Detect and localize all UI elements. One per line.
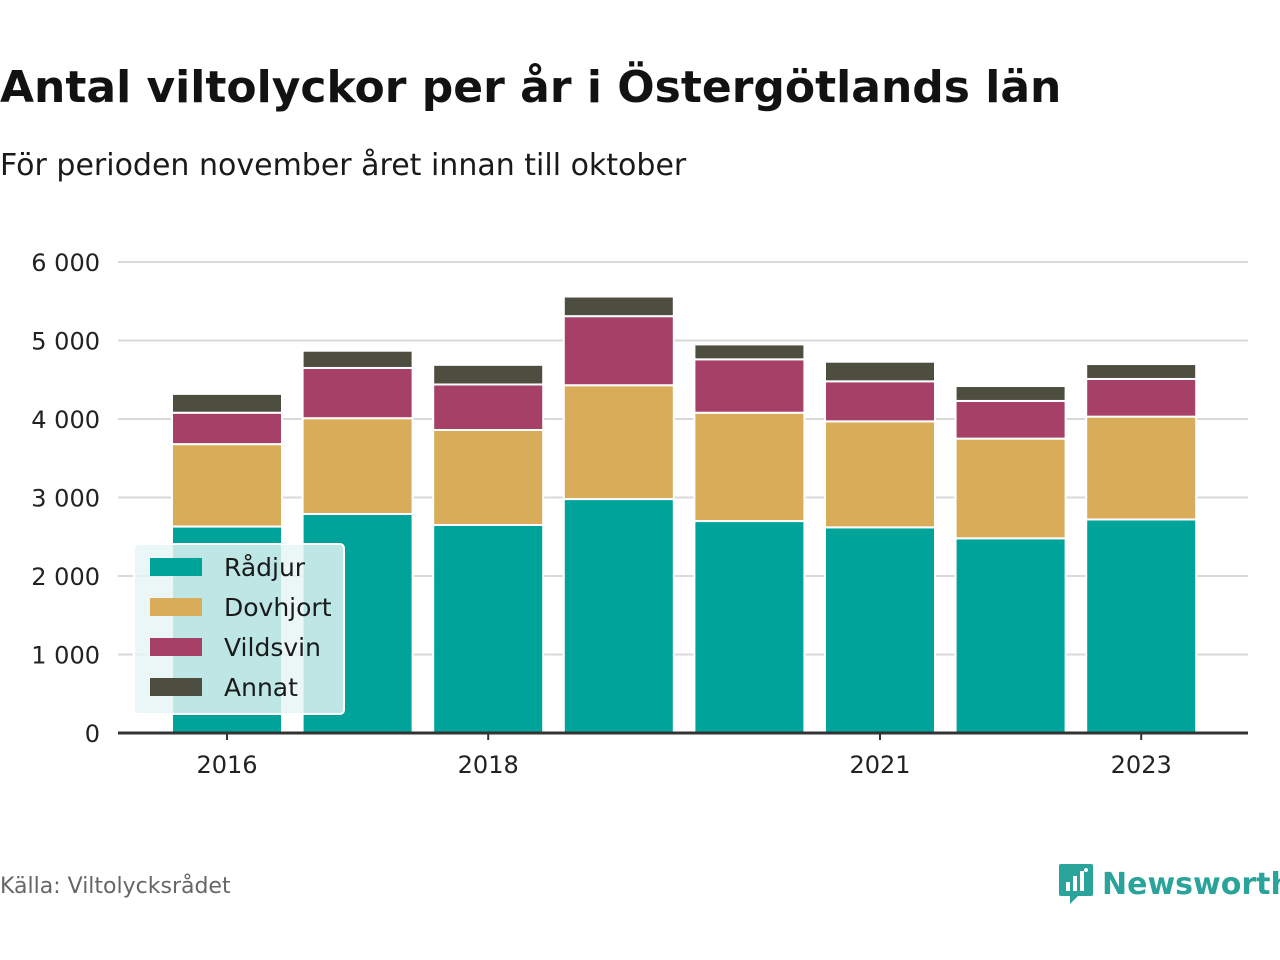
- bar-2018-dovhjort: [432, 428, 545, 526]
- bar-2022-rådjur: [954, 537, 1067, 734]
- legend-label: Rådjur: [224, 553, 306, 582]
- x-tick-label: 2021: [849, 751, 910, 779]
- x-tick-label: 2023: [1111, 751, 1172, 779]
- bar-2019-dovhjort: [562, 384, 675, 501]
- source-note: Källa: Viltolycksrådet: [0, 874, 231, 899]
- bar-2020-annat: [693, 343, 806, 361]
- legend-box: [133, 543, 345, 715]
- y-tick-label: 5 000: [31, 328, 100, 356]
- y-tick-label: 4 000: [31, 406, 100, 434]
- bar-2019-annat: [562, 295, 675, 318]
- newsworthy-logo-icon: [1059, 864, 1093, 904]
- bar-2021-rådjur: [824, 526, 936, 735]
- bar-2020-dovhjort: [693, 411, 806, 523]
- bar-2017-vildsvin: [301, 366, 414, 420]
- bar-2021-vildsvin: [824, 380, 936, 423]
- bar-2023-rådjur: [1085, 518, 1198, 734]
- y-tick-label: 6 000: [31, 249, 100, 277]
- bar-2018-vildsvin: [432, 383, 545, 431]
- y-tick-label: 2 000: [31, 563, 100, 591]
- legend-swatch: [150, 678, 202, 696]
- legend-label: Annat: [224, 673, 298, 702]
- newsworthy-logo: Newsworthy: [1058, 862, 1280, 906]
- y-tick-label: 3 000: [31, 485, 100, 513]
- bar-2022-dovhjort: [954, 437, 1067, 540]
- x-tick-label: 2018: [458, 751, 519, 779]
- bar-2020-vildsvin: [693, 358, 806, 414]
- bar-2019-rådjur: [562, 498, 675, 734]
- y-tick-label: 1 000: [31, 642, 100, 670]
- bar-2021-annat: [824, 360, 936, 383]
- bar-2018-annat: [432, 363, 545, 386]
- bar-2017-dovhjort: [301, 417, 414, 515]
- bar-2018-rådjur: [432, 523, 545, 734]
- legend-swatch: [150, 638, 202, 656]
- brand-name: Newsworthy: [1102, 866, 1280, 902]
- x-tick-label: 2016: [196, 751, 257, 779]
- bar-2022-annat: [954, 385, 1067, 402]
- bar-2021-dovhjort: [824, 420, 936, 529]
- bar-2017-annat: [301, 349, 414, 369]
- bar-2016-dovhjort: [171, 443, 283, 528]
- bar-2023-vildsvin: [1085, 377, 1198, 418]
- legend-label: Vildsvin: [224, 633, 321, 662]
- bar-2016-vildsvin: [171, 411, 283, 446]
- stacked-bar-chart: 0 1 000 2 000 3 000 4 000 5 000 6 000 2016 2018 2…: [31, 249, 1248, 779]
- bar-2023-dovhjort: [1085, 415, 1198, 521]
- bar-2016-annat: [171, 392, 283, 414]
- bar-2019-vildsvin: [562, 315, 675, 387]
- legend-swatch: [150, 558, 202, 576]
- bar-2020-rådjur: [693, 520, 806, 734]
- chart-title: Antal viltolyckor per år i Östergötlands…: [0, 62, 1062, 113]
- legend-label: Dovhjort: [224, 593, 332, 622]
- bar-2023-annat: [1085, 363, 1198, 380]
- legend-swatch: [150, 598, 202, 616]
- y-tick-label: 0: [85, 720, 100, 748]
- bar-2022-vildsvin: [954, 399, 1067, 440]
- chart-subtitle: För perioden november året innan till ok…: [0, 148, 687, 183]
